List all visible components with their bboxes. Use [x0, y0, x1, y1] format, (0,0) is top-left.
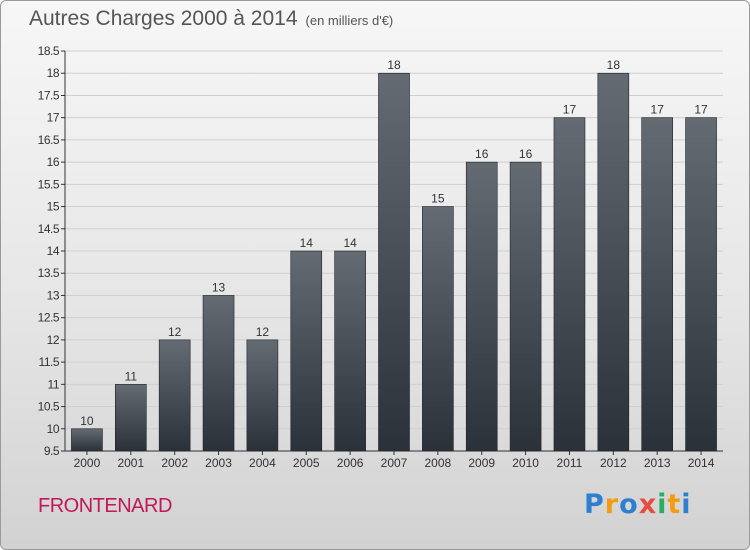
y-tick-label: 14 [47, 244, 60, 258]
bar [641, 117, 674, 452]
bar [158, 339, 191, 452]
bar [378, 72, 410, 452]
data-label: 14 [343, 236, 357, 250]
data-label: 13 [212, 280, 226, 294]
y-tick-label: 13.5 [38, 266, 60, 280]
data-label: 16 [519, 147, 533, 161]
y-tick-label: 9.5 [44, 444, 60, 458]
bar [685, 117, 717, 452]
y-tick-label: 12.5 [38, 311, 60, 325]
x-tick-label: 2011 [557, 456, 583, 470]
x-tick-label: 2001 [117, 456, 144, 470]
y-tick-label: 17.5 [38, 88, 60, 102]
bar [246, 339, 279, 452]
unit-label: (en milliers d'€) [305, 13, 394, 28]
y-tick-label: 14.5 [38, 222, 60, 236]
y-tick-label: 15 [47, 200, 60, 214]
x-tick-label: 2013 [644, 456, 671, 470]
logo-letter: r [604, 489, 620, 520]
data-label: 12 [256, 325, 270, 339]
logo-letter: P [584, 489, 605, 520]
bar [553, 117, 586, 452]
data-label: 11 [125, 369, 138, 383]
y-tick-label: 10 [47, 422, 60, 436]
y-tick-label: 18 [47, 66, 60, 80]
bar [115, 384, 147, 452]
x-tick-label: 2010 [512, 456, 539, 470]
data-label: 17 [651, 103, 665, 117]
bar [465, 161, 498, 452]
logo-letter: x [638, 489, 658, 520]
proxiti-logo: Proxiti [584, 489, 692, 520]
x-tick-label: 2000 [74, 456, 101, 470]
data-label: 16 [475, 147, 489, 161]
bar [290, 250, 323, 452]
bar [334, 250, 366, 452]
chart-title-text: Autres Charges 2000 à 2014 [29, 7, 298, 30]
bar [597, 72, 630, 452]
y-tick-label: 11 [48, 377, 60, 391]
bar [509, 161, 542, 452]
logo-letter: i [657, 489, 668, 520]
data-label: 14 [300, 236, 314, 250]
x-tick-label: 2004 [249, 456, 276, 470]
y-tick-label: 11.5 [39, 355, 60, 369]
bar [422, 206, 454, 452]
chart-title: Autres Charges 2000 à 2014 (en milliers d… [29, 7, 393, 31]
y-tick-label: 15.5 [38, 177, 60, 191]
y-tick-label: 16 [47, 155, 60, 169]
logo-letter: i [681, 489, 692, 520]
data-label: 17 [563, 103, 577, 117]
x-tick-label: 2003 [205, 456, 232, 470]
x-tick-label: 2002 [161, 456, 188, 470]
data-label: 18 [607, 58, 621, 72]
x-tick-label: 2009 [468, 456, 495, 470]
x-tick-label: 2014 [688, 456, 715, 470]
y-tick-label: 17 [47, 111, 60, 125]
y-tick-label: 16.5 [38, 133, 60, 147]
y-tick-label: 10.5 [38, 400, 60, 414]
data-label: 18 [387, 58, 401, 72]
x-tick-label: 2005 [293, 456, 320, 470]
data-label: 17 [694, 103, 708, 117]
bar [202, 295, 235, 452]
y-tick-label: 12 [47, 333, 60, 347]
place-name: FRONTENARD [38, 495, 172, 517]
x-tick-label: 2007 [381, 456, 408, 470]
x-tick-label: 2012 [600, 456, 627, 470]
x-tick-label: 2006 [337, 456, 364, 470]
logo-letter: o [619, 489, 639, 520]
y-tick-label: 18.5 [38, 44, 60, 58]
x-tick-label: 2008 [425, 456, 452, 470]
data-label: 15 [431, 192, 445, 206]
logo-letter: t [667, 489, 682, 520]
bar [71, 428, 103, 452]
data-label: 10 [80, 414, 94, 428]
data-label: 12 [168, 325, 182, 339]
y-tick-label: 13 [47, 288, 60, 302]
